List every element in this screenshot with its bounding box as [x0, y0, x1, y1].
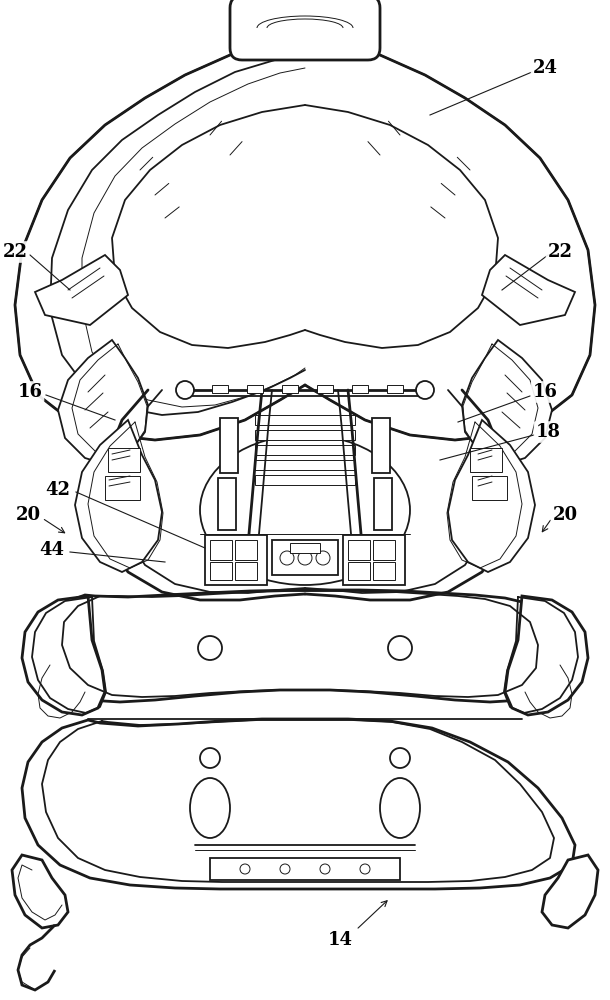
Bar — [212, 385, 228, 393]
Polygon shape — [22, 719, 575, 889]
Bar — [210, 858, 400, 880]
Bar — [218, 478, 236, 530]
Ellipse shape — [320, 864, 330, 874]
Polygon shape — [462, 340, 552, 465]
Polygon shape — [15, 35, 595, 440]
Text: 16: 16 — [18, 383, 43, 401]
Bar — [282, 385, 298, 393]
Bar — [205, 535, 267, 585]
Ellipse shape — [240, 864, 250, 874]
Polygon shape — [18, 925, 55, 990]
Bar — [235, 540, 257, 560]
Text: 20: 20 — [553, 506, 578, 524]
Ellipse shape — [190, 778, 230, 838]
Bar — [255, 430, 355, 440]
Ellipse shape — [388, 636, 412, 660]
Text: 24: 24 — [533, 59, 558, 77]
Ellipse shape — [198, 636, 222, 660]
Polygon shape — [542, 855, 598, 928]
Polygon shape — [448, 420, 535, 572]
Text: 16: 16 — [533, 383, 558, 401]
Bar — [373, 562, 395, 580]
Bar — [472, 476, 507, 500]
Text: 14: 14 — [328, 931, 353, 949]
Bar — [470, 448, 502, 472]
Ellipse shape — [380, 778, 420, 838]
Text: 22: 22 — [2, 243, 27, 261]
Bar — [290, 543, 320, 553]
Polygon shape — [35, 255, 128, 325]
Bar — [255, 460, 355, 470]
Polygon shape — [58, 340, 148, 465]
Bar — [210, 562, 232, 580]
FancyBboxPatch shape — [230, 0, 380, 60]
Text: 18: 18 — [536, 423, 561, 441]
Text: 20: 20 — [15, 506, 40, 524]
Text: 44: 44 — [40, 541, 65, 559]
Bar — [317, 385, 333, 393]
Ellipse shape — [280, 551, 294, 565]
Bar — [108, 448, 140, 472]
Ellipse shape — [360, 864, 370, 874]
Bar — [372, 418, 390, 473]
Bar — [343, 535, 405, 585]
Bar — [247, 385, 263, 393]
Bar — [373, 540, 395, 560]
Polygon shape — [38, 590, 565, 702]
Bar — [255, 475, 355, 485]
Polygon shape — [12, 855, 68, 928]
Bar — [387, 385, 403, 393]
Text: 42: 42 — [46, 481, 71, 499]
Bar — [220, 418, 238, 473]
Bar — [374, 478, 392, 530]
Ellipse shape — [280, 864, 290, 874]
Polygon shape — [505, 596, 588, 715]
Ellipse shape — [416, 381, 434, 399]
Ellipse shape — [298, 551, 312, 565]
Polygon shape — [482, 255, 575, 325]
Bar — [255, 415, 355, 425]
Polygon shape — [22, 596, 105, 715]
Bar — [352, 385, 368, 393]
Bar — [105, 476, 140, 500]
Bar — [348, 562, 370, 580]
Ellipse shape — [390, 748, 410, 768]
Polygon shape — [75, 420, 162, 572]
Ellipse shape — [200, 748, 220, 768]
Text: 22: 22 — [548, 243, 573, 261]
Bar — [348, 540, 370, 560]
Ellipse shape — [316, 551, 330, 565]
Bar — [210, 540, 232, 560]
Ellipse shape — [176, 381, 194, 399]
Bar — [255, 445, 355, 455]
Bar — [272, 540, 338, 575]
Bar — [235, 562, 257, 580]
